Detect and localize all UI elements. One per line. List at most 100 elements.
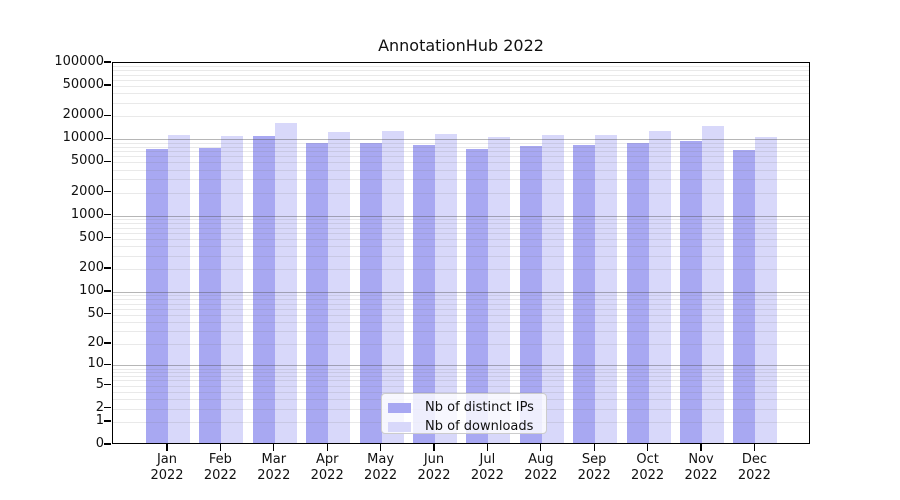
major-gridline xyxy=(113,139,809,141)
x-tick-label: Feb 2022 xyxy=(203,452,237,483)
distinct-ips-bar-oct xyxy=(626,143,649,444)
minor-gridline xyxy=(113,142,809,144)
minor-gridline xyxy=(113,255,809,257)
y-tick-mark xyxy=(104,191,111,193)
legend-swatch-distinct-ips xyxy=(388,402,411,413)
distinct-ips-bar-sep xyxy=(573,145,596,444)
y-tick-mark xyxy=(104,290,111,292)
y-tick-label: 5000 xyxy=(70,153,104,169)
minor-gridline xyxy=(113,74,809,76)
minor-gridline xyxy=(113,156,809,158)
y-tick-label: 10 xyxy=(87,356,104,372)
downloads-bar-dec xyxy=(755,136,778,444)
y-tick-mark xyxy=(104,267,111,269)
major-gridline xyxy=(113,291,809,293)
y-tick-label: 20 xyxy=(87,334,104,350)
x-tick-label: Oct 2022 xyxy=(631,452,665,483)
minor-gridline xyxy=(113,343,809,345)
x-tick-label: Apr 2022 xyxy=(310,452,344,483)
minor-gridline xyxy=(113,93,809,95)
x-tick-mark xyxy=(486,444,489,451)
minor-gridline xyxy=(113,223,809,225)
x-tick-label: Jan 2022 xyxy=(150,452,184,483)
y-tick-label: 2000 xyxy=(70,183,104,199)
x-tick-mark xyxy=(700,444,702,451)
downloads-bar-jul xyxy=(488,136,511,444)
minor-gridline xyxy=(113,299,809,301)
minor-gridline xyxy=(113,179,809,181)
legend-swatch-downloads xyxy=(388,421,411,432)
distinct-ips-bar-nov xyxy=(680,140,702,444)
distinct-ips-bar-jun xyxy=(413,144,435,444)
major-gridline xyxy=(113,215,809,217)
x-tick-label: Jun 2022 xyxy=(417,452,451,483)
y-tick-label: 10000 xyxy=(62,130,104,146)
y-tick-label: 20000 xyxy=(62,107,104,123)
downloads-bar-aug xyxy=(541,134,564,444)
y-tick-label: 5 xyxy=(95,376,104,392)
x-tick-mark xyxy=(593,444,595,451)
y-tick-mark xyxy=(104,383,111,386)
minor-gridline xyxy=(113,368,809,370)
y-tick-mark xyxy=(104,214,111,216)
minor-gridline xyxy=(113,85,809,87)
y-tick-mark xyxy=(104,61,111,63)
chart-title: AnnotationHub 2022 xyxy=(378,36,544,55)
x-tick-mark xyxy=(219,444,222,451)
downloads-bar-feb xyxy=(221,135,244,444)
x-tick-mark xyxy=(166,444,168,451)
downloads-bar-apr xyxy=(328,132,351,444)
y-tick-label: 0 xyxy=(95,436,104,451)
x-tick-label: Aug 2022 xyxy=(524,452,558,483)
y-tick-mark xyxy=(104,406,111,409)
x-tick-label: Dec 2022 xyxy=(737,452,771,483)
y-tick-mark xyxy=(104,443,111,445)
minor-gridline xyxy=(113,102,809,104)
downloads-bar-jan xyxy=(168,135,190,444)
x-tick-mark xyxy=(433,444,435,451)
y-tick-mark xyxy=(104,342,111,344)
plot-area: Nb of distinct IPs Nb of downloads xyxy=(112,62,810,444)
distinct-ips-bar-may xyxy=(359,142,382,444)
y-tick-label: 500 xyxy=(79,229,104,245)
y-tick-mark xyxy=(104,363,111,366)
distinct-ips-bar-feb xyxy=(199,147,222,444)
minor-gridline xyxy=(113,238,809,240)
distinct-ips-bar-mar xyxy=(252,136,275,444)
distinct-ips-bar-dec xyxy=(733,149,756,444)
minor-gridline xyxy=(113,314,809,316)
x-tick-mark xyxy=(540,444,542,451)
minor-gridline xyxy=(113,192,809,194)
minor-gridline xyxy=(113,380,809,382)
y-tick-label: 100000 xyxy=(54,54,104,69)
x-tick-mark xyxy=(646,444,649,451)
minor-gridline xyxy=(113,116,809,118)
x-tick-mark xyxy=(326,444,328,451)
minor-gridline xyxy=(113,146,809,148)
distinct-ips-bar-apr xyxy=(306,143,329,444)
minor-gridline xyxy=(113,385,809,387)
y-tick-mark xyxy=(104,312,111,315)
x-tick-label: Sep 2022 xyxy=(577,452,611,483)
y-tick-label: 50000 xyxy=(62,76,104,92)
minor-gridline xyxy=(113,219,809,221)
minor-gridline xyxy=(113,70,809,72)
major-gridline xyxy=(113,365,809,367)
legend-label-downloads: Nb of downloads xyxy=(425,419,534,434)
y-tick-label: 2 xyxy=(95,399,104,415)
minor-gridline xyxy=(113,151,809,153)
downloads-bar-oct xyxy=(648,131,671,444)
downloads-bar-nov xyxy=(702,126,724,444)
minor-gridline xyxy=(113,269,809,271)
minor-gridline xyxy=(113,232,809,234)
legend-item-downloads: Nb of downloads xyxy=(388,419,538,434)
y-tick-mark xyxy=(104,84,111,86)
x-tick-mark xyxy=(273,444,275,451)
minor-gridline xyxy=(113,303,809,305)
minor-gridline xyxy=(113,376,809,377)
y-tick-mark xyxy=(104,237,111,239)
downloads-bar-mar xyxy=(274,122,297,444)
minor-gridline xyxy=(113,295,809,297)
minor-gridline xyxy=(113,227,809,229)
legend: Nb of distinct IPs Nb of downloads xyxy=(381,393,547,434)
